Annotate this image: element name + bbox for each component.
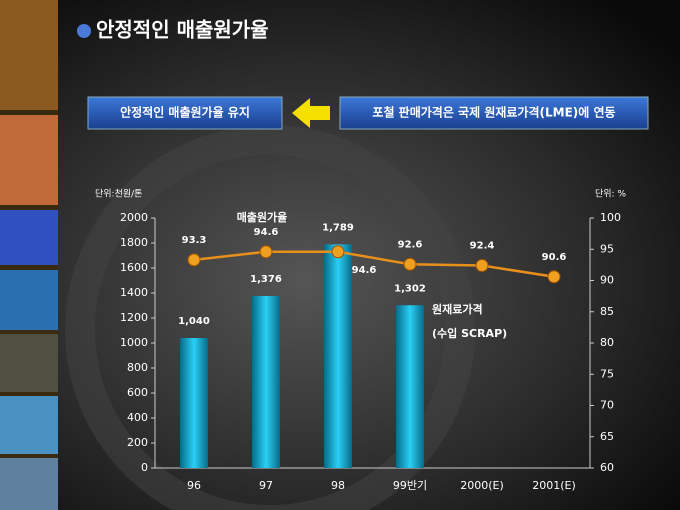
side-image: [0, 0, 58, 110]
bar-value-label: 1,376: [250, 274, 282, 285]
y-tick-label: 400: [127, 411, 148, 424]
point: [331, 245, 345, 259]
callout-text: 포철 판매가격은 국제 원재료가격(LME)에 연동: [372, 105, 615, 120]
y-tick-label: 200: [127, 436, 148, 449]
x-tick-label: 2001(E): [532, 479, 576, 492]
x-tick-label: 98: [331, 479, 345, 492]
bar: [324, 244, 352, 468]
y-tick-label: 1600: [120, 261, 148, 274]
decor-ring: [65, 125, 475, 510]
x-tick-label: 97: [259, 479, 273, 492]
line: [193, 250, 555, 278]
y2-tick-label: 85: [600, 305, 614, 318]
y2-tick-label: 100: [600, 211, 621, 224]
point: [547, 270, 561, 284]
point-value-label: 94.6: [352, 265, 377, 276]
bar: [180, 338, 208, 468]
point-value-label: 93.3: [182, 235, 207, 246]
callout-text: 안정적인 매출원가율 유지: [120, 105, 250, 120]
y2-tick-label: 65: [600, 430, 614, 443]
point-value-label: 94.6: [254, 227, 279, 238]
bar: [396, 305, 424, 468]
point-value-label: 90.6: [542, 252, 567, 263]
annotation: (수입 SCRAP): [432, 327, 507, 340]
y-tick-label: 600: [127, 386, 148, 399]
bar-value-label: 1,789: [322, 222, 354, 233]
y-tick-label: 1000: [120, 336, 148, 349]
point-value-label: 92.6: [398, 239, 423, 250]
side-image: [0, 334, 58, 392]
y2-tick-label: 80: [600, 336, 614, 349]
y-tick-label: 1400: [120, 286, 148, 299]
callout-box: [339, 96, 649, 130]
y-tick-label: 1200: [120, 311, 148, 324]
side-image: [0, 396, 58, 454]
bar: [252, 296, 280, 468]
x-tick-label: 96: [187, 479, 201, 492]
bar-value-label: 1,302: [394, 283, 426, 294]
y-tick-label: 800: [127, 361, 148, 374]
y2-tick-label: 90: [600, 274, 614, 287]
point: [475, 259, 489, 272]
title-bullet: [77, 24, 91, 38]
point: [259, 245, 273, 259]
x-tick-label: 2000(E): [460, 479, 504, 492]
point: [187, 253, 201, 267]
side-image: [0, 458, 58, 510]
y-unit: 단위:천원/톤: [95, 189, 142, 200]
title: 안정적인 매출원가율: [96, 18, 269, 42]
series-label: 매출원가율: [237, 210, 288, 224]
point-value-label: 92.4: [470, 241, 495, 252]
side-image: [0, 115, 58, 205]
x-tick-label: 99반기: [393, 479, 427, 492]
y-tick-label: 0: [141, 461, 148, 474]
series-label: 원재료가격: [432, 302, 483, 316]
y2-unit: 단위: %: [595, 189, 626, 200]
y2-tick-label: 95: [600, 242, 614, 255]
point: [403, 257, 417, 271]
bar-value-label: 1,040: [178, 316, 210, 327]
y2-tick-label: 75: [600, 367, 614, 380]
arrow: [292, 98, 330, 128]
y2-tick-label: 60: [600, 461, 614, 474]
y-tick-label: 2000: [120, 211, 148, 224]
y-tick-label: 1800: [120, 236, 148, 249]
side-image: [0, 210, 58, 265]
y2-tick-label: 70: [600, 399, 614, 412]
callout-box: [87, 96, 283, 130]
side-image: [0, 270, 58, 330]
